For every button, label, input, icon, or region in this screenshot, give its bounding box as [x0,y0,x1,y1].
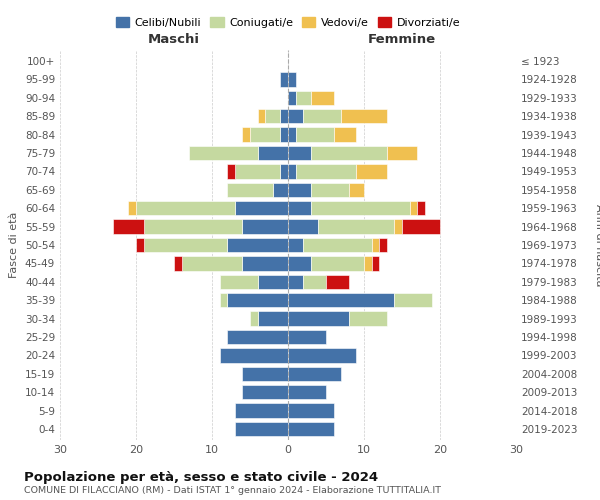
Bar [235,164,280,178]
Bar [235,201,288,216]
Bar [402,220,440,234]
Bar [288,293,394,308]
Bar [371,238,379,252]
Bar [303,238,371,252]
Bar [303,274,326,289]
Bar [242,128,250,142]
Bar [288,201,311,216]
Bar [273,182,288,197]
Bar [242,366,288,381]
Text: Maschi: Maschi [148,34,200,46]
Bar [242,256,288,270]
Bar [288,312,349,326]
Bar [220,348,288,362]
Bar [280,128,288,142]
Bar [113,220,143,234]
Bar [288,128,296,142]
Bar [364,256,371,270]
Bar [410,201,417,216]
Bar [288,109,303,124]
Bar [288,146,311,160]
Bar [296,128,334,142]
Bar [280,72,288,86]
Bar [128,201,136,216]
Bar [288,182,311,197]
Bar [379,238,387,252]
Bar [417,201,425,216]
Bar [250,312,257,326]
Bar [387,146,417,160]
Bar [356,164,387,178]
Bar [288,256,311,270]
Bar [227,238,288,252]
Bar [319,220,394,234]
Bar [311,146,387,160]
Bar [311,90,334,105]
Bar [288,72,296,86]
Bar [341,109,387,124]
Text: Popolazione per età, sesso e stato civile - 2024: Popolazione per età, sesso e stato civil… [24,471,378,484]
Legend: Celibi/Nubili, Coniugati/e, Vedovi/e, Divorziati/e: Celibi/Nubili, Coniugati/e, Vedovi/e, Di… [112,12,464,32]
Bar [288,366,341,381]
Bar [257,109,265,124]
Bar [280,109,288,124]
Y-axis label: Anni di nascita: Anni di nascita [594,204,600,286]
Bar [227,330,288,344]
Bar [280,164,288,178]
Bar [189,146,257,160]
Bar [265,109,280,124]
Bar [250,128,280,142]
Bar [334,128,356,142]
Bar [288,330,326,344]
Bar [288,348,356,362]
Bar [288,90,296,105]
Bar [288,404,334,417]
Bar [227,293,288,308]
Bar [220,274,257,289]
Bar [311,201,410,216]
Text: COMUNE DI FILACCIANO (RM) - Dati ISTAT 1° gennaio 2024 - Elaborazione TUTTITALIA: COMUNE DI FILACCIANO (RM) - Dati ISTAT 1… [24,486,441,495]
Bar [227,164,235,178]
Bar [394,220,402,234]
Y-axis label: Fasce di età: Fasce di età [10,212,19,278]
Bar [136,238,143,252]
Bar [242,220,288,234]
Bar [349,312,387,326]
Bar [288,220,319,234]
Bar [143,238,227,252]
Bar [182,256,242,270]
Bar [227,182,273,197]
Bar [349,182,364,197]
Bar [143,220,242,234]
Bar [174,256,182,270]
Bar [235,422,288,436]
Bar [296,164,356,178]
Bar [136,201,235,216]
Bar [257,274,288,289]
Bar [303,109,341,124]
Bar [311,182,349,197]
Bar [288,238,303,252]
Bar [235,404,288,417]
Bar [296,90,311,105]
Bar [326,274,349,289]
Bar [242,385,288,400]
Text: Femmine: Femmine [368,34,436,46]
Bar [257,312,288,326]
Bar [371,256,379,270]
Bar [288,422,334,436]
Bar [394,293,433,308]
Bar [220,293,227,308]
Bar [288,164,296,178]
Bar [288,274,303,289]
Bar [311,256,364,270]
Bar [288,385,326,400]
Bar [257,146,288,160]
